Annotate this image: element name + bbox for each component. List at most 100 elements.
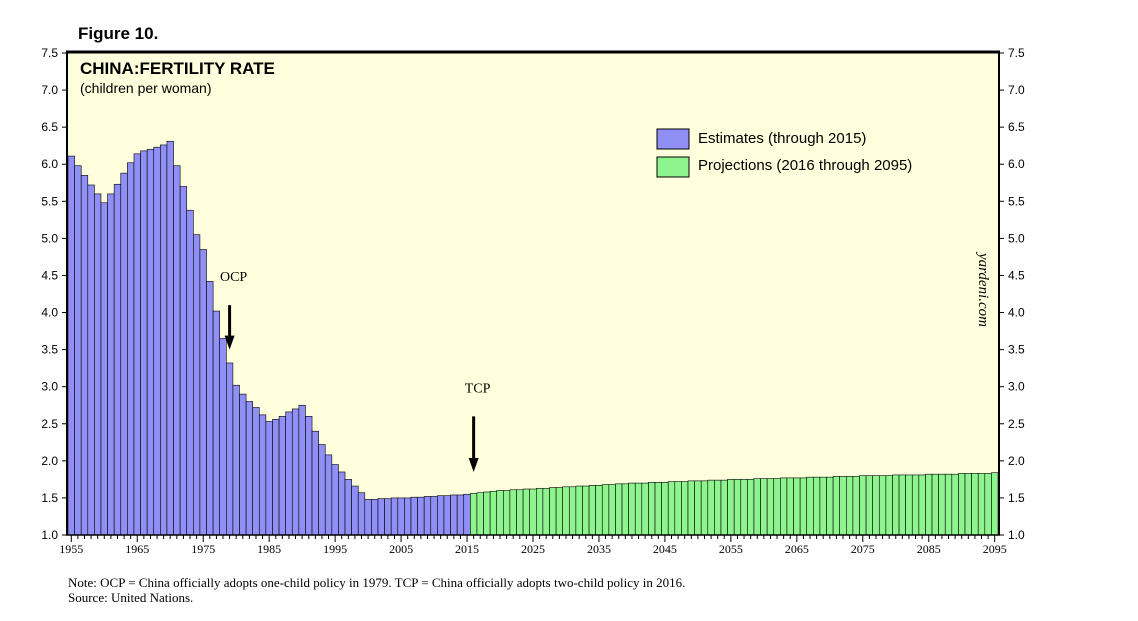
- y-tick-label-right: 7.0: [1008, 83, 1025, 97]
- projection-bar-2028: [549, 487, 557, 536]
- x-tick-label: 1995: [323, 542, 347, 556]
- estimate-bar-2001: [371, 499, 379, 536]
- projection-bar-2042: [641, 482, 649, 536]
- y-tick-label-left: 7.5: [41, 46, 58, 60]
- projection-bar-2054: [720, 479, 728, 536]
- x-tick-label: 2035: [587, 542, 611, 556]
- y-axis-left: 1.0 1.5 2.0 2.5 3.0 3.5 4.0 4.5 5.0 5.5 6.0 6.5 7.0 7…: [41, 46, 68, 542]
- estimate-bar-1973: [186, 209, 194, 536]
- projection-bar-2027: [542, 487, 550, 536]
- projection-bar-2053: [714, 479, 722, 536]
- projection-bar-2055: [727, 479, 735, 536]
- estimate-bar-2014: [456, 494, 465, 536]
- projection-bar-2063: [780, 477, 788, 536]
- projection-bar-2088: [944, 473, 953, 536]
- estimate-bar-2015: [463, 493, 471, 536]
- tcp-arrow-icon: [468, 416, 479, 472]
- estimate-bar-1960: [100, 202, 108, 536]
- y-tick-label-left: 5.5: [41, 194, 58, 208]
- projection-bar-2024: [522, 488, 531, 536]
- projection-bar-2093: [977, 473, 986, 536]
- y-tick-label-left: 4.5: [41, 268, 58, 282]
- projection-bar-2091: [964, 473, 972, 536]
- estimate-bar-1991: [305, 416, 313, 536]
- estimate-bar-1956: [74, 165, 82, 536]
- estimate-bar-1961: [107, 193, 115, 536]
- footnote-note: Note: OCP = China officially adopts one-…: [68, 575, 686, 590]
- projection-bar-2082: [905, 474, 913, 536]
- y-tick-label-right: 5.5: [1008, 194, 1025, 208]
- watermark: yardeni.com: [975, 251, 991, 327]
- projection-bar-2090: [958, 473, 966, 536]
- estimate-bar-1974: [193, 234, 201, 536]
- projection-bar-2048: [681, 481, 689, 536]
- estimate-bar-2008: [417, 496, 425, 536]
- estimate-bar-1980: [232, 384, 240, 536]
- arrow-head: [224, 335, 235, 350]
- estimate-bar-1957: [80, 175, 89, 536]
- y-tick-label-right: 2.0: [1008, 454, 1025, 468]
- estimate-bar-1995: [331, 464, 339, 536]
- projection-bar-2094: [984, 473, 992, 536]
- projection-bar-2030: [562, 486, 570, 536]
- estimate-bar-1994: [324, 454, 333, 536]
- projection-bar-2062: [773, 478, 781, 536]
- estimate-bar-1976: [206, 281, 214, 536]
- projection-bar-2075: [859, 475, 867, 536]
- projection-bar-2040: [628, 482, 636, 536]
- y-tick-label-left: 3.0: [41, 380, 58, 394]
- estimate-bar-2009: [423, 496, 432, 536]
- projection-bar-2021: [503, 490, 511, 536]
- x-tick-label: 2055: [719, 542, 743, 556]
- estimate-bar-2005: [397, 497, 405, 536]
- projection-bar-2065: [793, 477, 801, 536]
- projection-bar-2085: [925, 473, 933, 536]
- chart-subtitle: (children per woman): [80, 80, 212, 96]
- projection-bar-2076: [865, 475, 873, 536]
- estimate-bar-1966: [140, 150, 148, 536]
- projection-bar-2023: [516, 489, 524, 536]
- projection-bar-2019: [489, 490, 498, 536]
- projection-bar-2046: [667, 481, 676, 536]
- projection-bar-2041: [634, 482, 643, 536]
- x-tick-label: 2015: [455, 542, 479, 556]
- projection-bar-2086: [931, 473, 939, 536]
- estimate-bar-1962: [113, 183, 122, 536]
- projection-bar-2068: [813, 476, 821, 536]
- y-tick-label-left: 6.0: [41, 157, 58, 171]
- estimate-bar-1990: [298, 404, 306, 536]
- estimate-bar-2011: [437, 495, 445, 536]
- estimate-bar-1993: [318, 444, 326, 536]
- x-tick-label: 1985: [257, 542, 281, 556]
- estimate-bar-1965: [133, 153, 141, 536]
- x-axis: 1955 1965 1975 1985 1995 2005 2015 2025 2035 2045…: [59, 535, 1007, 556]
- projection-bar-2095: [991, 472, 999, 536]
- y-tick-label-right: 2.5: [1008, 417, 1025, 431]
- y-tick-label-left: 5.0: [41, 231, 58, 245]
- projection-bar-2029: [555, 487, 563, 536]
- projection-bar-2089: [951, 473, 959, 536]
- projection-bar-2034: [588, 485, 596, 536]
- legend-label-projections: Projections (2016 through 2095): [698, 157, 912, 174]
- projection-bar-2057: [740, 479, 748, 536]
- arrow-head: [468, 457, 479, 472]
- estimate-bar-1971: [173, 165, 181, 536]
- y-tick-label-right: 6.0: [1008, 157, 1025, 171]
- x-tick-label: 2045: [653, 542, 677, 556]
- projection-bar-2078: [878, 475, 887, 536]
- projection-bar-2045: [661, 482, 669, 536]
- estimate-bar-1999: [357, 492, 366, 536]
- tcp-annotation-label: TCP: [465, 381, 491, 396]
- estimate-bar-1997: [344, 479, 352, 536]
- estimate-bar-2006: [404, 497, 412, 536]
- estimate-bar-1975: [199, 249, 207, 536]
- y-tick-label-left: 6.5: [41, 120, 58, 134]
- estimate-bar-1977: [212, 310, 221, 536]
- ocp-arrow-icon: [224, 305, 235, 350]
- estimate-bar-1967: [146, 149, 155, 536]
- estimate-bar-1955: [67, 155, 75, 536]
- estimate-bar-1996: [338, 471, 346, 536]
- projection-bar-2066: [799, 477, 808, 536]
- y-tick-label-right: 4.0: [1008, 306, 1025, 320]
- projection-bar-2073: [845, 476, 854, 536]
